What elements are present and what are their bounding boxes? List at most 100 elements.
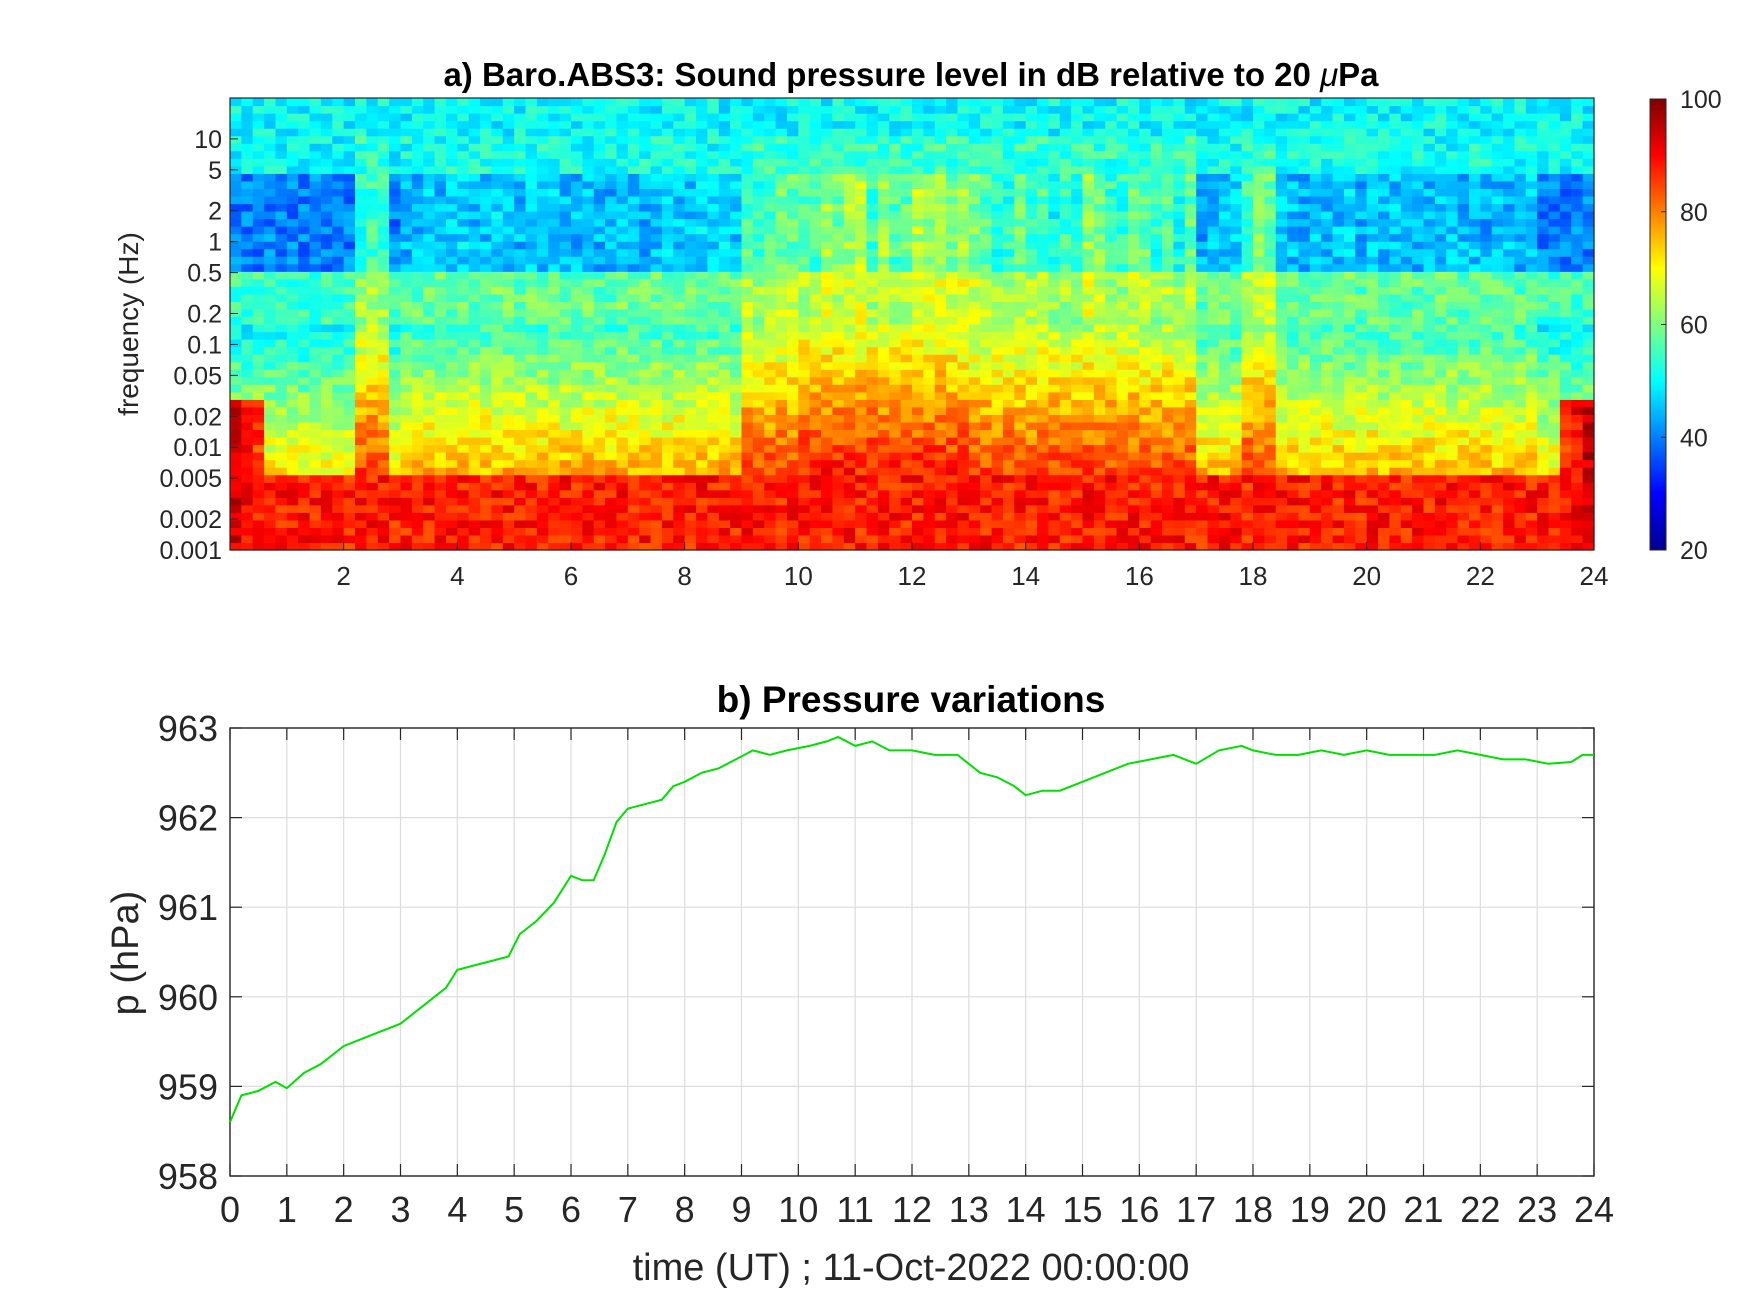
spectrogram-cell	[559, 180, 572, 189]
spectrogram-cell	[1014, 233, 1027, 242]
spectrogram-cell	[480, 188, 493, 197]
spectrogram-cell	[434, 504, 447, 513]
spectrogram-cell	[605, 233, 618, 242]
spectrogram-cell	[991, 519, 1004, 528]
spectrogram-cell	[775, 301, 788, 310]
spectrogram-cell	[1093, 248, 1106, 257]
spectrogram-cell	[1014, 421, 1027, 431]
spectrogram-cell	[923, 226, 936, 235]
spectrogram-cell	[411, 128, 424, 137]
spectrogram-cell	[1025, 369, 1038, 378]
spectrogram-cell	[980, 105, 993, 114]
spectrogram-cell	[639, 482, 652, 491]
spectrogram-cell	[1105, 527, 1118, 536]
spectrogram-cell	[741, 527, 754, 536]
spectrogram-cell	[434, 105, 447, 114]
spectrogram-cell	[332, 98, 345, 107]
spectrogram-cell	[741, 173, 754, 182]
spectrogram-cell	[957, 429, 970, 438]
spectrogram-cell	[491, 308, 504, 318]
spectrogram-cell	[343, 437, 356, 446]
spectrogram-cell	[809, 324, 822, 333]
spectrogram-cell	[1025, 105, 1038, 114]
spectrogram-cell	[286, 98, 299, 107]
spectrogram-cell	[718, 278, 731, 287]
spectrogram-cell	[968, 143, 981, 152]
spectrogram-cell	[707, 150, 720, 159]
spectrogram-cell	[673, 301, 686, 310]
spectrogram-cell	[445, 128, 458, 137]
spectrogram-cell	[275, 248, 288, 257]
spectrogram-cell	[1173, 482, 1186, 491]
spectrogram-cell	[389, 437, 402, 446]
spectrogram-cell	[1048, 158, 1061, 167]
spectrogram-cell	[798, 278, 811, 287]
spectrogram-cell	[934, 391, 947, 400]
spectrogram-cell	[377, 414, 390, 423]
spectrogram-cell	[1150, 271, 1163, 280]
spectrogram-cell	[946, 263, 959, 272]
spectrogram-cell	[1093, 226, 1106, 235]
spectrogram-cell	[355, 504, 367, 513]
spectrogram-cell	[366, 331, 379, 340]
spectrogram-cell	[593, 256, 606, 265]
spectrogram-cell	[252, 263, 265, 272]
spectrogram-cell	[1037, 414, 1049, 423]
spectrogram-cell	[423, 165, 436, 174]
spectrogram-cell	[730, 467, 743, 476]
spectrogram-cell	[1139, 278, 1152, 287]
spectrogram-cell	[650, 474, 663, 483]
spectrogram-cell	[627, 256, 640, 265]
spectrogram-cell	[798, 256, 811, 265]
spectrogram-cell	[752, 293, 765, 302]
spectrogram-cell	[889, 120, 902, 129]
spectrogram-cell	[264, 542, 277, 551]
spectrogram-cell	[582, 519, 595, 528]
spectrogram-cell	[877, 467, 890, 476]
spectrogram-cell	[548, 248, 561, 257]
spectrogram-cell	[957, 195, 970, 205]
spectrogram-cell	[968, 369, 981, 378]
spectrogram-cell	[775, 271, 788, 280]
spectrogram-cell	[1002, 444, 1015, 453]
spectrogram-cell	[525, 218, 538, 227]
spectrogram-cell	[1162, 437, 1175, 446]
spectrogram-cell	[593, 180, 606, 189]
spectrogram-cell	[400, 482, 413, 491]
spectrogram-cell	[525, 324, 538, 333]
spectrogram-cell	[639, 248, 652, 257]
spectrogram-cell	[343, 120, 356, 129]
spectrogram-cell	[445, 286, 458, 295]
spectrogram-cell	[775, 474, 788, 483]
spectrogram-cell	[809, 429, 822, 438]
spectrogram-cell	[1105, 354, 1118, 363]
spectrogram-cell	[502, 308, 515, 318]
spectrogram-cell	[571, 233, 583, 242]
spectrogram-cell	[1014, 203, 1027, 212]
spectrogram-cell	[627, 384, 640, 393]
spectrogram-cell	[957, 113, 970, 122]
spectrogram-cell	[821, 376, 834, 385]
spectrogram-cell	[968, 474, 981, 483]
spectrogram-cell	[593, 444, 606, 453]
spectrogram-cell	[855, 354, 868, 363]
spectrogram-cell	[491, 542, 504, 551]
spectrogram-cell	[423, 406, 436, 415]
spectrogram-cell	[457, 263, 470, 272]
spectrogram-cell	[491, 195, 504, 205]
spectrogram-cell	[650, 180, 663, 189]
spectrogram-cell	[400, 218, 413, 227]
spectrogram-cell	[832, 474, 845, 483]
spectrogram-cell	[457, 241, 470, 250]
spectrogram-cell	[912, 482, 924, 491]
spectrogram-cell	[343, 271, 356, 280]
spectrogram-cell	[798, 301, 811, 310]
spectrogram-cell	[377, 113, 390, 122]
spectrogram-cell	[809, 489, 822, 498]
spectrogram-cell	[593, 128, 606, 137]
spectrogram-cell	[605, 241, 618, 250]
spectrogram-cell	[230, 444, 242, 453]
spectrogram-cell	[571, 301, 583, 310]
spectrogram-cell	[309, 444, 322, 453]
spectrogram-cell	[786, 346, 799, 355]
